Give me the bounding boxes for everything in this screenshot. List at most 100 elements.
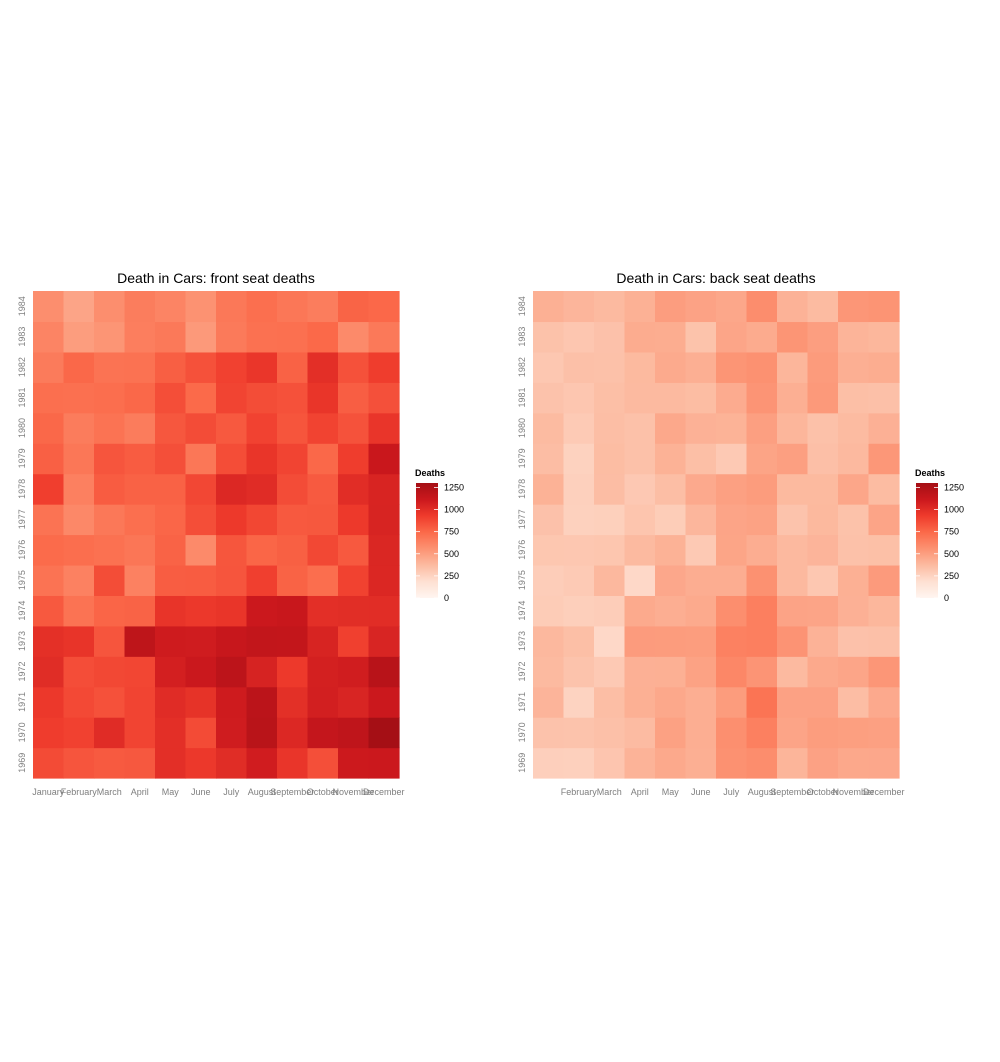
heatmap-cell bbox=[124, 747, 156, 779]
heatmap-cell bbox=[307, 473, 339, 505]
heatmap-cell bbox=[594, 504, 626, 536]
y-tick-label: 1980 bbox=[17, 418, 27, 438]
heatmap-cell bbox=[777, 321, 809, 353]
heatmap-cell bbox=[185, 564, 217, 596]
heatmap-cell bbox=[868, 351, 900, 383]
heatmap-cell bbox=[185, 686, 217, 718]
heatmap-cell bbox=[624, 443, 656, 475]
heatmap-cell bbox=[838, 351, 870, 383]
heatmap-cell bbox=[777, 595, 809, 627]
heatmap-cell bbox=[655, 534, 687, 566]
x-tick-label: March bbox=[597, 787, 622, 797]
y-tick-label: 1977 bbox=[517, 509, 527, 529]
heatmap-cell bbox=[94, 656, 126, 688]
heatmap-cell bbox=[277, 382, 309, 414]
heatmap-cell bbox=[563, 473, 595, 505]
heatmap-cell bbox=[94, 564, 126, 596]
y-tick-label: 1972 bbox=[17, 661, 27, 681]
heatmap-cell bbox=[368, 412, 400, 444]
x-tick-label: November bbox=[332, 787, 374, 797]
heatmap-cell bbox=[624, 412, 656, 444]
heatmap-cell bbox=[655, 382, 687, 414]
y-axis: 1969 1970 1971 1972 1973 1974 1975 1976 1977 1978… bbox=[17, 296, 27, 773]
heatmap-cell bbox=[594, 473, 626, 505]
heatmap-cell bbox=[563, 504, 595, 536]
heatmap-cell bbox=[155, 412, 187, 444]
heatmap-cell bbox=[868, 595, 900, 627]
heatmap-cell bbox=[868, 291, 900, 323]
heatmap-cell bbox=[807, 534, 839, 566]
heatmap-cell bbox=[716, 443, 748, 475]
heatmap-cell bbox=[685, 656, 717, 688]
heatmap-cell bbox=[155, 291, 187, 323]
heatmap-cell bbox=[124, 504, 156, 536]
heatmap-cell bbox=[807, 717, 839, 749]
heatmap-cell bbox=[777, 473, 809, 505]
heatmap-cell bbox=[624, 473, 656, 505]
heatmap-cell bbox=[307, 382, 339, 414]
heatmap-cell bbox=[746, 717, 778, 749]
heatmap-cell bbox=[685, 686, 717, 718]
heatmap-cell bbox=[716, 717, 748, 749]
heatmap-cell bbox=[185, 291, 217, 323]
heatmap-cell bbox=[246, 351, 278, 383]
heatmap-cell bbox=[277, 321, 309, 353]
heatmap-cell bbox=[777, 564, 809, 596]
heatmap-cell bbox=[533, 382, 565, 414]
legend-tick-label: 0 bbox=[444, 593, 449, 603]
x-tick-label: February bbox=[561, 787, 598, 797]
heatmap-cell bbox=[807, 656, 839, 688]
heatmap-cell bbox=[124, 717, 156, 749]
heatmap-cell bbox=[685, 534, 717, 566]
heatmap-cell bbox=[563, 534, 595, 566]
heatmap-cell bbox=[533, 473, 565, 505]
heatmap-cell bbox=[594, 534, 626, 566]
x-tick-label: June bbox=[191, 787, 211, 797]
heatmap-cell bbox=[246, 686, 278, 718]
heatmap-cell bbox=[246, 443, 278, 475]
heatmap-cell bbox=[94, 291, 126, 323]
legend-title: Deaths bbox=[915, 468, 945, 478]
heatmap-cell bbox=[277, 625, 309, 657]
heatmap-cell bbox=[155, 504, 187, 536]
heatmap-cell bbox=[33, 534, 65, 566]
heatmap-cell bbox=[155, 321, 187, 353]
heatmap-cells bbox=[33, 291, 400, 779]
heatmap-cell bbox=[246, 656, 278, 688]
heatmap-cell bbox=[838, 625, 870, 657]
heatmap-cell bbox=[594, 747, 626, 779]
x-tick-label: May bbox=[662, 787, 680, 797]
heatmap-cell bbox=[338, 564, 370, 596]
legend-tick-label: 1000 bbox=[444, 505, 464, 515]
heatmap-cell bbox=[216, 595, 248, 627]
heatmap-cell bbox=[533, 686, 565, 718]
heatmap-cell bbox=[338, 534, 370, 566]
heatmap-cell bbox=[368, 382, 400, 414]
y-tick-label: 1976 bbox=[517, 540, 527, 560]
heatmap-cell bbox=[868, 656, 900, 688]
heatmap-cell bbox=[277, 504, 309, 536]
heatmap-cell bbox=[338, 473, 370, 505]
heatmap-cell bbox=[33, 564, 65, 596]
legend-tick-label: 1000 bbox=[944, 505, 964, 515]
heatmap-cell bbox=[655, 717, 687, 749]
heatmap-cell bbox=[155, 686, 187, 718]
heatmap-cell bbox=[563, 656, 595, 688]
heatmap-cell bbox=[368, 747, 400, 779]
legend-tick-label: 500 bbox=[444, 549, 459, 559]
heatmap-cell bbox=[307, 443, 339, 475]
y-tick-label: 1983 bbox=[17, 327, 27, 347]
heatmap-cell bbox=[185, 625, 217, 657]
heatmap-cell bbox=[124, 564, 156, 596]
heatmap-cell bbox=[185, 351, 217, 383]
heatmap-cell bbox=[685, 504, 717, 536]
heatmap-cell bbox=[216, 443, 248, 475]
heatmap-cell bbox=[624, 625, 656, 657]
legend: Deaths 0 250 500 750 1000 1250 bbox=[915, 468, 964, 603]
heatmap-cell bbox=[94, 443, 126, 475]
heatmap-cell bbox=[338, 321, 370, 353]
heatmap-cell bbox=[533, 747, 565, 779]
heatmap-cell bbox=[246, 291, 278, 323]
heatmap-cell bbox=[338, 595, 370, 627]
heatmap-cell bbox=[533, 564, 565, 596]
